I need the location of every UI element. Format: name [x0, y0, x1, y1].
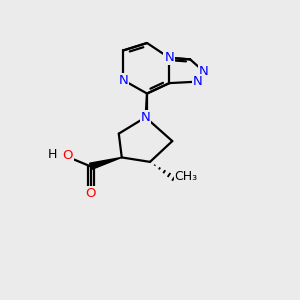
Text: H: H [48, 148, 58, 161]
Text: N: N [118, 74, 128, 87]
Text: O: O [85, 187, 96, 200]
Polygon shape [90, 158, 122, 169]
Text: CH₃: CH₃ [175, 170, 198, 183]
Text: N: N [199, 65, 208, 78]
Text: N: N [164, 51, 174, 64]
Text: N: N [193, 75, 202, 88]
Text: O: O [62, 149, 73, 162]
Text: N: N [141, 111, 150, 124]
